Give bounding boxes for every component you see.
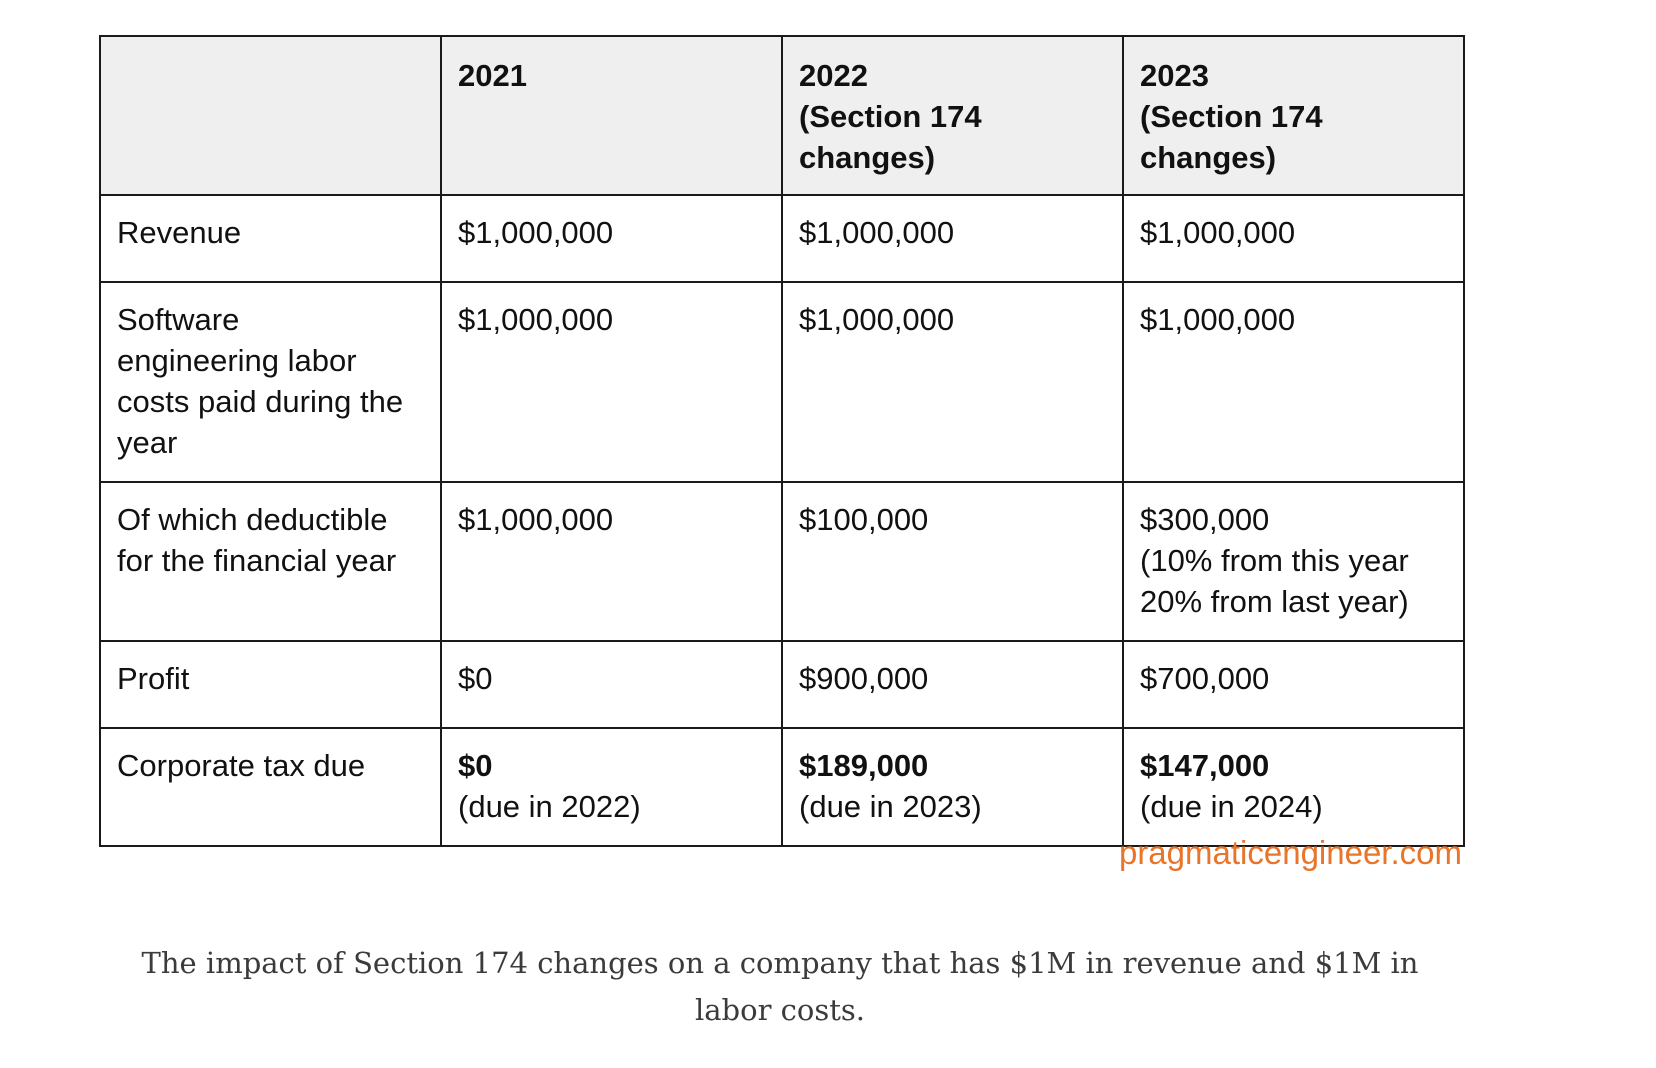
tax-comparison-table: 2021 2022 (Section 174 changes) 2023 (Se… — [99, 35, 1465, 847]
deductible-label-line-1: Of which deductible — [117, 502, 388, 537]
deductible-2021: $1,000,000 — [440, 481, 783, 642]
figure-caption: The impact of Section 174 changes on a c… — [141, 946, 1419, 1027]
table-header-row: 2021 2022 (Section 174 changes) 2023 (Se… — [99, 35, 1465, 196]
labor-2023: $1,000,000 — [1122, 281, 1465, 483]
tax-2023: $147,000 (due in 2024) — [1122, 727, 1465, 847]
header-2023: 2023 (Section 174 changes) — [1122, 35, 1465, 196]
header-2022: 2022 (Section 174 changes) — [781, 35, 1124, 196]
tax-2021-amount: $0 — [458, 748, 493, 783]
header-empty-cell — [99, 35, 442, 196]
tax-2021-due: (due in 2022) — [458, 789, 641, 824]
row-label-labor-costs: Software engineering labor costs paid du… — [99, 281, 442, 483]
deductible-2023-note-2: 20% from last year) — [1140, 584, 1409, 619]
table-row-labor-costs: Software engineering labor costs paid du… — [99, 281, 1465, 483]
labor-label-line-2: engineering labor — [117, 343, 357, 378]
deductible-2023-note-1: (10% from this year — [1140, 543, 1409, 578]
tax-2023-amount: $147,000 — [1140, 748, 1270, 783]
source-watermark: pragmaticengineer.com — [1118, 834, 1462, 871]
revenue-2021: $1,000,000 — [440, 194, 783, 283]
tax-comparison-table-container: 2021 2022 (Section 174 changes) 2023 (Se… — [99, 35, 1465, 847]
row-label-profit: Profit — [99, 640, 442, 729]
header-2022-year: 2022 — [799, 58, 868, 93]
tax-2021: $0 (due in 2022) — [440, 727, 783, 847]
labor-2022: $1,000,000 — [781, 281, 1124, 483]
row-label-deductible: Of which deductible for the financial ye… — [99, 481, 442, 642]
table-row-deductible: Of which deductible for the financial ye… — [99, 481, 1465, 642]
header-2021: 2021 — [440, 35, 783, 196]
tax-2023-due: (due in 2024) — [1140, 789, 1323, 824]
header-2023-note-1: (Section 174 — [1140, 99, 1323, 134]
deductible-2022-amount: $100,000 — [799, 502, 929, 537]
labor-label-line-3: costs paid during the — [117, 384, 404, 419]
table-row-profit: Profit $0 $900,000 $700,000 — [99, 640, 1465, 729]
deductible-2023-amount: $300,000 — [1140, 502, 1270, 537]
tax-2022: $189,000 (due in 2023) — [781, 727, 1124, 847]
table-row-revenue: Revenue $1,000,000 $1,000,000 $1,000,000 — [99, 194, 1465, 283]
tax-2022-amount: $189,000 — [799, 748, 929, 783]
header-2022-note-2: changes) — [799, 140, 936, 175]
profit-2022: $900,000 — [781, 640, 1124, 729]
labor-label-line-4: year — [117, 425, 178, 460]
header-2022-note-1: (Section 174 — [799, 99, 982, 134]
deductible-label-line-2: for the financial year — [117, 543, 397, 578]
header-2023-year: 2023 — [1140, 58, 1209, 93]
tax-2022-due: (due in 2023) — [799, 789, 982, 824]
revenue-2022: $1,000,000 — [781, 194, 1124, 283]
table-row-corporate-tax: Corporate tax due $0 (due in 2022) $189,… — [99, 727, 1465, 847]
deductible-2022: $100,000 — [781, 481, 1124, 642]
deductible-2021-amount: $1,000,000 — [458, 502, 614, 537]
revenue-2023: $1,000,000 — [1122, 194, 1465, 283]
row-label-revenue: Revenue — [99, 194, 442, 283]
deductible-2023: $300,000 (10% from this year 20% from la… — [1122, 481, 1465, 642]
profit-2023: $700,000 — [1122, 640, 1465, 729]
labor-label-line-1: Software — [117, 302, 240, 337]
profit-2021: $0 — [440, 640, 783, 729]
row-label-corporate-tax: Corporate tax due — [99, 727, 442, 847]
labor-2021: $1,000,000 — [440, 281, 783, 483]
header-2023-note-2: changes) — [1140, 140, 1277, 175]
